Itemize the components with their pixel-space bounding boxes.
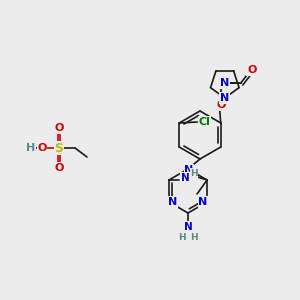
Text: O: O bbox=[54, 123, 64, 133]
Text: H: H bbox=[26, 143, 36, 153]
Text: O: O bbox=[247, 65, 256, 75]
Text: H: H bbox=[190, 232, 198, 242]
Text: H: H bbox=[178, 232, 186, 242]
Text: N: N bbox=[168, 197, 178, 207]
Text: N: N bbox=[184, 222, 192, 232]
Text: N: N bbox=[220, 78, 230, 88]
Text: N: N bbox=[181, 173, 189, 183]
Text: O: O bbox=[216, 100, 226, 110]
Text: N: N bbox=[198, 197, 208, 207]
Text: H: H bbox=[190, 169, 198, 178]
Text: O: O bbox=[54, 163, 64, 173]
Text: S: S bbox=[55, 142, 64, 154]
Text: N: N bbox=[184, 165, 194, 175]
Text: Cl: Cl bbox=[198, 117, 210, 127]
Text: N: N bbox=[220, 93, 230, 103]
Text: O: O bbox=[37, 143, 47, 153]
